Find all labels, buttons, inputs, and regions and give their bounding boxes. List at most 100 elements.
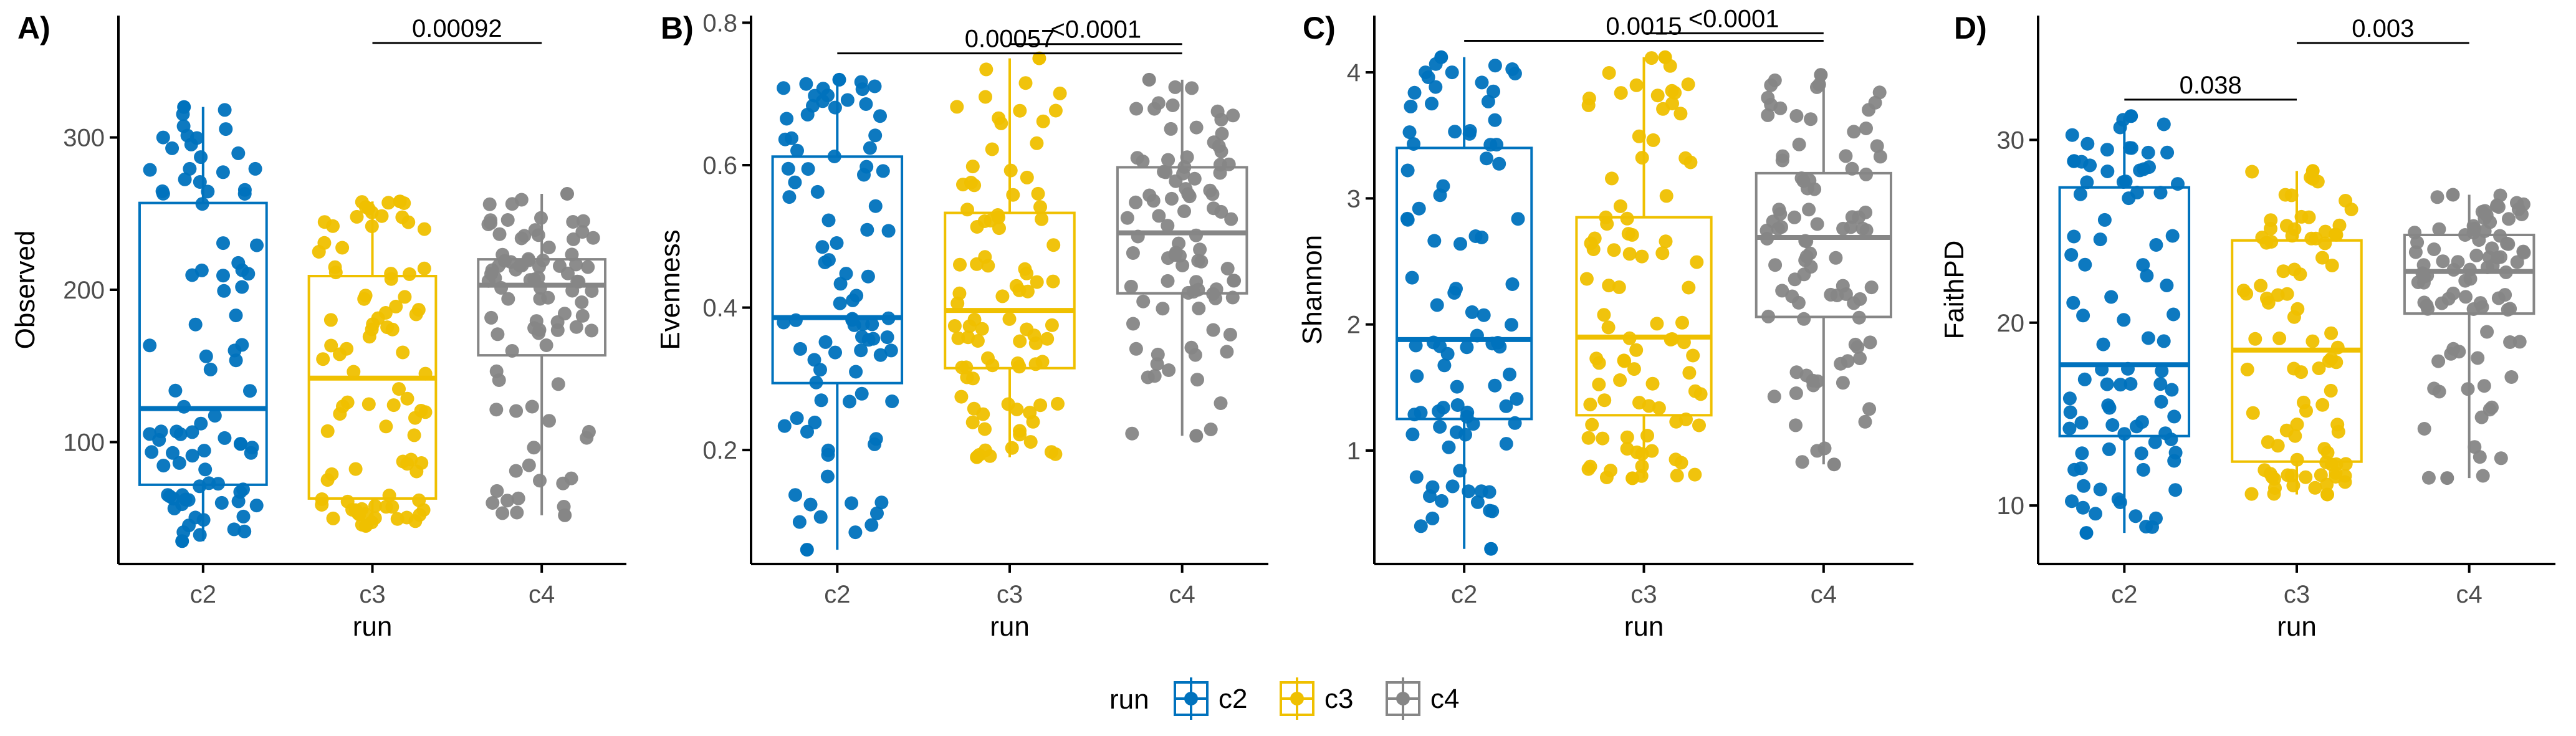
data-point <box>1814 68 1828 82</box>
data-point <box>211 477 225 491</box>
data-point <box>821 443 835 457</box>
data-point <box>392 382 406 396</box>
data-point <box>241 267 256 281</box>
data-point <box>2076 500 2090 515</box>
data-point <box>1487 84 1500 98</box>
data-point <box>777 81 791 95</box>
data-point <box>2067 229 2081 244</box>
data-point <box>800 424 814 439</box>
data-point <box>2463 262 2477 277</box>
data-point <box>1030 136 1044 150</box>
data-point <box>1627 362 1641 376</box>
data-point <box>807 353 821 367</box>
data-point <box>1164 122 1178 136</box>
data-point <box>1421 70 1435 84</box>
data-point <box>2287 222 2302 236</box>
data-point <box>1853 351 1867 365</box>
data-point <box>1632 396 1646 410</box>
data-point <box>1789 418 1803 433</box>
data-point <box>229 308 243 323</box>
data-point <box>489 403 504 417</box>
data-point <box>1031 186 1045 201</box>
data-point <box>2079 526 2094 540</box>
data-point <box>217 284 231 298</box>
data-point <box>1035 212 1049 226</box>
data-point <box>1187 171 1202 186</box>
panel-b: B) 0.2 0.4 0.6 0.8 c2 c3 c4 run Evenness <0.00010.… <box>655 9 1268 642</box>
data-point <box>1658 50 1672 64</box>
data-point <box>1030 275 1044 289</box>
data-point <box>2114 378 2128 392</box>
legend-label: c3 <box>1324 684 1353 714</box>
data-point <box>2476 469 2490 483</box>
data-point <box>1046 274 1060 289</box>
data-point <box>1655 246 1670 260</box>
data-point <box>1775 284 1789 298</box>
legend-item-c3: c3 <box>1280 677 1353 720</box>
data-point <box>1659 234 1673 249</box>
data-point <box>1453 237 1467 251</box>
data-point <box>1868 95 1882 110</box>
data-point <box>350 209 364 224</box>
data-point <box>1136 294 1151 308</box>
data-point <box>193 175 207 189</box>
data-point <box>1192 301 1206 315</box>
data-point <box>203 362 218 376</box>
data-point <box>2102 442 2116 456</box>
data-point <box>2325 259 2339 272</box>
data-point <box>231 146 246 160</box>
data-point <box>1124 279 1138 294</box>
data-point <box>2473 450 2487 464</box>
data-point <box>820 469 835 484</box>
data-point <box>528 223 542 237</box>
data-point <box>2494 451 2508 466</box>
data-point <box>1659 189 1673 203</box>
data-point <box>2062 421 2077 436</box>
data-point <box>216 236 230 251</box>
data-point <box>1488 113 1502 127</box>
data-point <box>1442 440 1456 454</box>
data-point <box>1125 426 1139 441</box>
data-point <box>868 128 883 143</box>
data-point <box>821 213 836 227</box>
data-point <box>828 345 842 360</box>
x-tick-label: c4 <box>1811 581 1837 608</box>
data-point <box>1635 447 1649 461</box>
data-point <box>393 194 407 209</box>
data-point <box>1858 414 1872 429</box>
data-point <box>1681 77 1695 92</box>
data-point <box>227 522 241 537</box>
data-point <box>2111 492 2125 506</box>
data-point <box>417 222 431 236</box>
data-point <box>357 292 371 306</box>
data-point <box>1775 153 1789 168</box>
data-point <box>818 335 833 349</box>
data-point <box>352 507 366 522</box>
data-point <box>2299 404 2313 418</box>
data-point <box>1597 308 1611 322</box>
data-point <box>1592 356 1606 370</box>
data-point <box>970 220 984 234</box>
data-point <box>484 216 498 230</box>
x-tick-label: c2 <box>824 581 850 608</box>
data-point <box>234 437 248 451</box>
data-point <box>1032 51 1046 65</box>
panel-tag: A) <box>17 11 50 45</box>
data-point <box>1773 101 1788 115</box>
data-point <box>509 404 524 418</box>
data-point <box>1020 170 1034 184</box>
data-point <box>830 236 844 250</box>
data-point <box>1841 354 1855 368</box>
data-point <box>1481 94 1495 108</box>
x-tick-label: c3 <box>359 581 385 608</box>
data-point <box>2458 274 2473 288</box>
data-point <box>845 312 859 326</box>
data-point <box>876 164 890 178</box>
data-point <box>1023 406 1037 420</box>
data-point <box>539 338 553 352</box>
data-point <box>379 419 393 434</box>
data-point <box>2153 186 2168 200</box>
data-point <box>1584 236 1598 251</box>
data-point <box>1222 157 1236 171</box>
data-point <box>1161 153 1175 167</box>
